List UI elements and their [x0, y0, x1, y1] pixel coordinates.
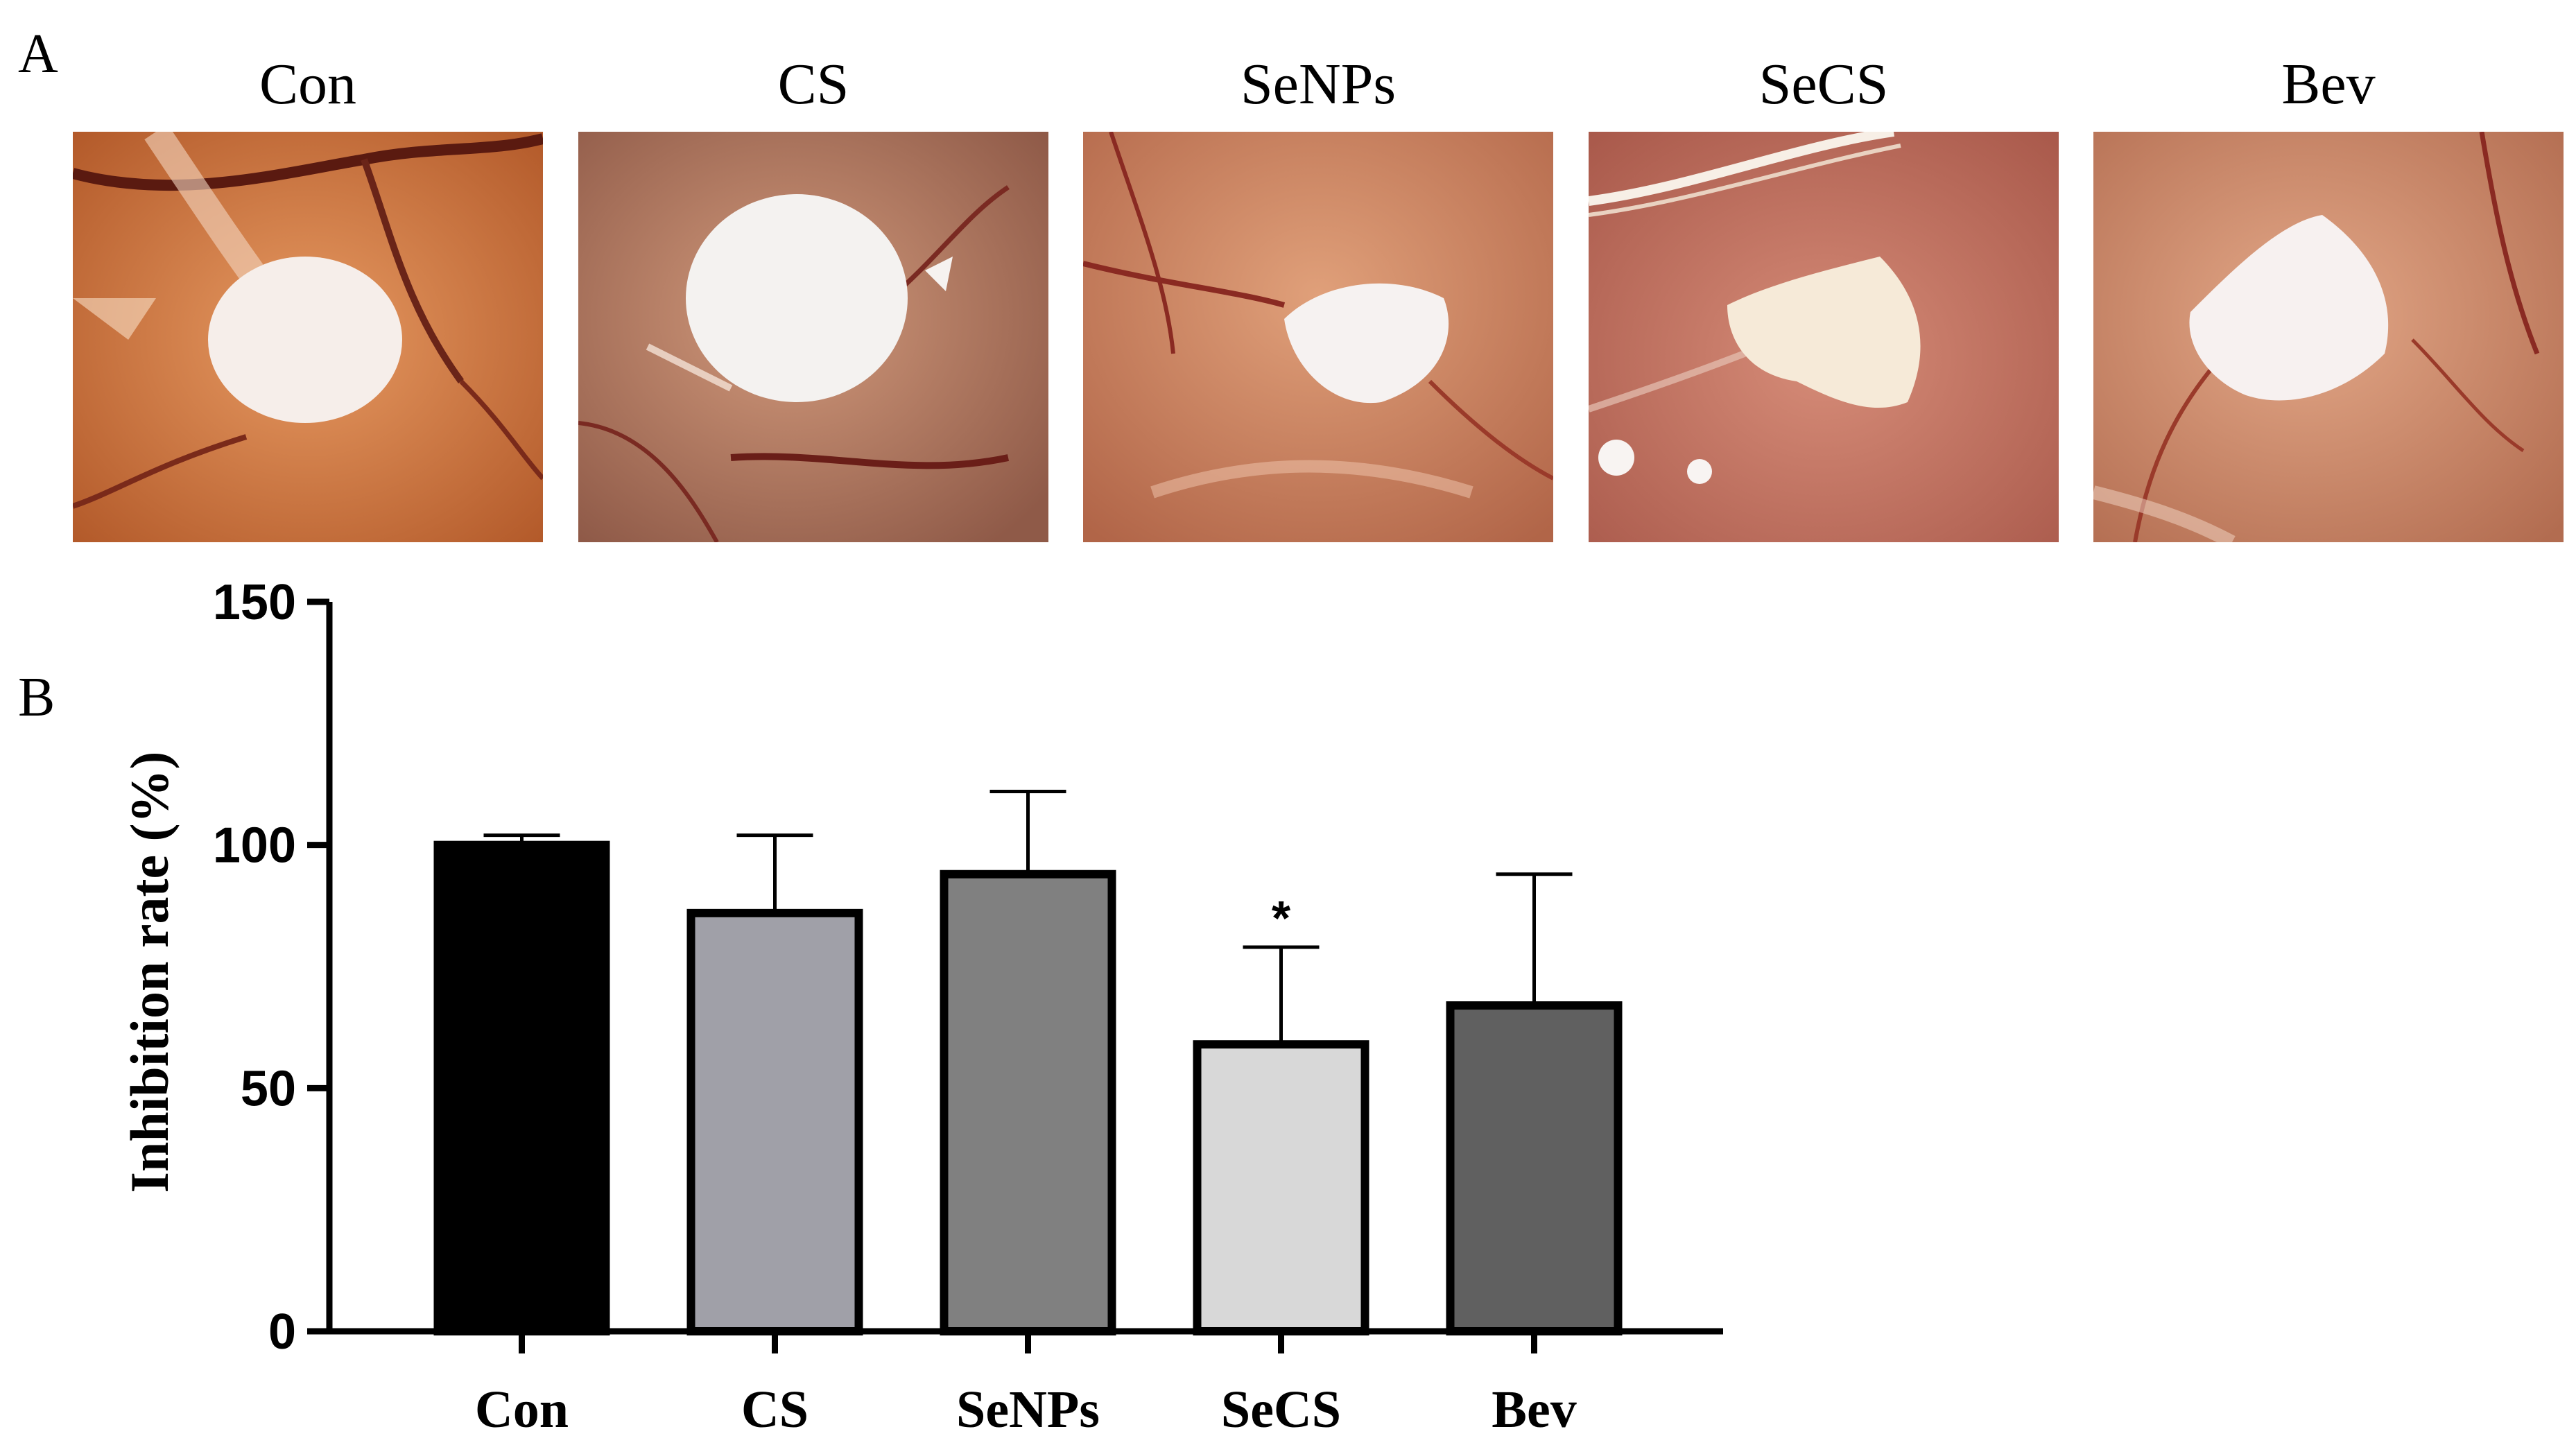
photo-title-secs: SeCS [1758, 52, 1889, 116]
y-tick-label-2: 100 [213, 818, 296, 874]
panel-letter-b: B [18, 667, 55, 728]
bar-bev [1446, 1001, 1623, 1336]
x-tick-label-bev: Bev [1492, 1381, 1576, 1439]
y-tick-label-1: 50 [241, 1061, 296, 1116]
cam-image-con [73, 132, 543, 542]
x-tick-label-cs: CS [741, 1381, 809, 1439]
bar-con [433, 840, 610, 1335]
photo-bev [2093, 132, 2564, 542]
x-tick-label-senps: SeNPs [956, 1381, 1100, 1439]
y-axis-title: Inhibition rate (%) [119, 751, 180, 1193]
photo-title-cs: CS [777, 52, 849, 116]
x-tick-label-secs: SeCS [1221, 1381, 1341, 1439]
cam-image-senps [1083, 132, 1553, 542]
photo-con [73, 132, 543, 542]
panel-letter-a: A [18, 24, 58, 85]
y-tick-label-0: 0 [268, 1304, 296, 1360]
bar-secs [1193, 1040, 1369, 1335]
cam-image-secs [1589, 132, 2059, 542]
bar-cs [686, 908, 863, 1335]
bar-senps [940, 869, 1116, 1336]
photo-cs [578, 132, 1048, 542]
photo-senps [1083, 132, 1553, 542]
photo-title-bev: Bev [2281, 52, 2376, 116]
photo-title-con: Con [259, 52, 357, 116]
significance-marker: * [1272, 891, 1291, 945]
x-tick-label-con: Con [475, 1381, 569, 1439]
plot-area: 0 50 100 150 Con CS SeNPs SeCS * Bev [213, 575, 1723, 1439]
y-tick-label-3: 150 [213, 575, 296, 630]
photo-title-senps: SeNPs [1240, 52, 1397, 116]
bar-chart: 0 50 100 150 Con CS SeNPs SeCS * Bev Inhibition r… [119, 575, 1723, 1439]
photo-secs [1589, 132, 2059, 542]
cam-image-bev [2093, 132, 2564, 542]
cam-image-cs [578, 132, 1048, 542]
